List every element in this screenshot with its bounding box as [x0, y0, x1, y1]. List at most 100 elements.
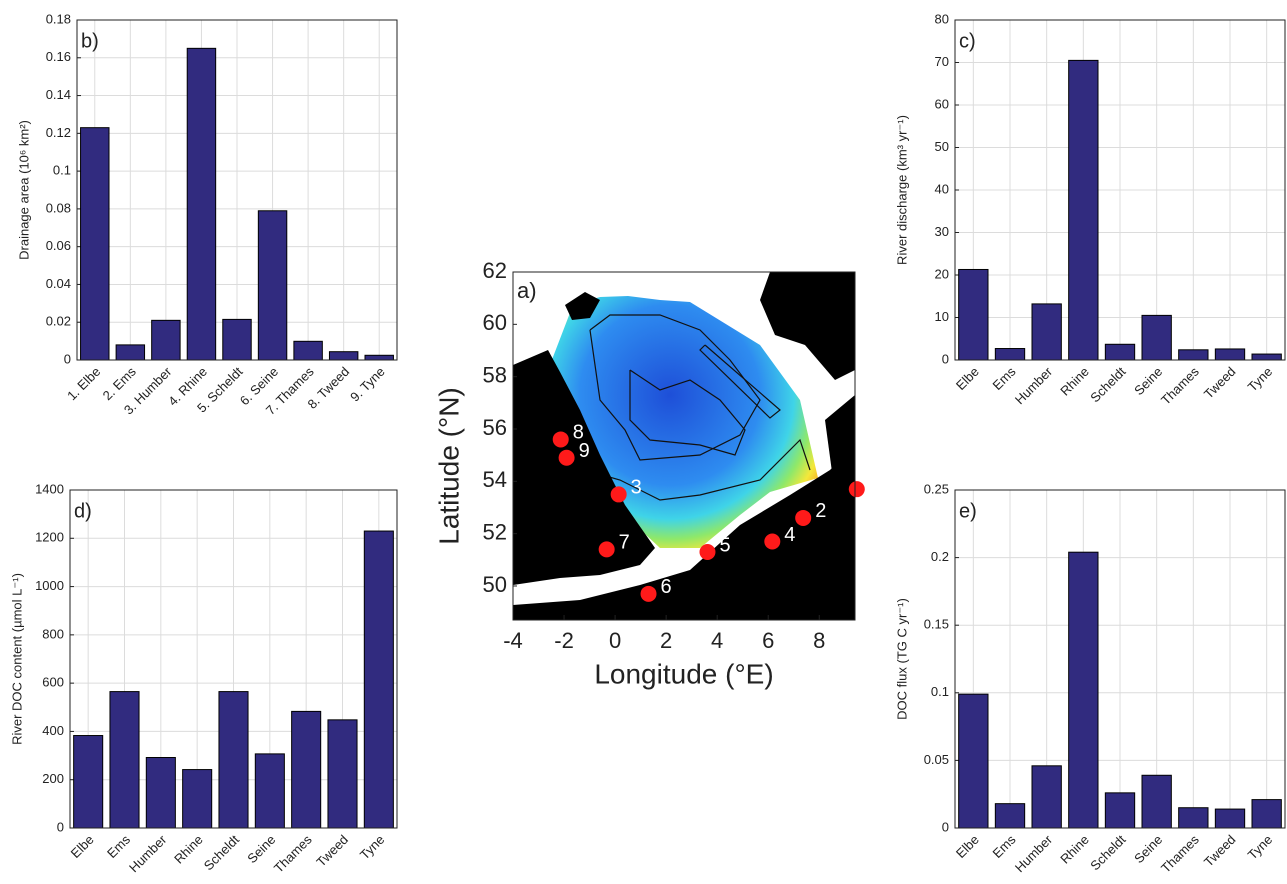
bar [182, 769, 213, 829]
x-tick-label: Tyne [357, 832, 388, 863]
panel-label: b) [81, 30, 99, 52]
point-label: 3 [631, 477, 642, 499]
plot-frame [954, 19, 1286, 361]
x-tick-label: Tweed [1201, 832, 1239, 870]
x-tick-label: Seine [244, 832, 278, 866]
x-tick-label: Rhine [1057, 832, 1092, 867]
x-tick-label: Thames [1158, 832, 1202, 876]
x-tick-label: 6 [762, 628, 774, 653]
sea-field [548, 296, 818, 548]
bar [1141, 774, 1172, 829]
y-tick-label: 200 [42, 771, 64, 786]
point-label: 2 [815, 500, 826, 522]
y-tick-label: 10 [935, 309, 949, 324]
y-tick-label: 52 [483, 519, 507, 544]
y-tick-label: 0.2 [931, 549, 949, 564]
y-tick-label: 0.15 [924, 617, 949, 632]
bar [186, 47, 217, 361]
river-mouth [598, 541, 615, 558]
axis-title: Drainage area (10⁶ km²) [16, 120, 31, 260]
x-tick-label: 8 [813, 628, 825, 653]
contour [584, 438, 811, 501]
y-tick-label: 0.04 [46, 276, 71, 291]
panel: 0 0.02 0.04 0.06 0.08 0.1 0.12 0.14 0.16 0.18 1. E… [16, 11, 398, 418]
panel-label: d) [74, 500, 92, 522]
land [825, 395, 855, 472]
bar [1068, 551, 1099, 829]
bar [328, 351, 359, 361]
x-tick-label: 2 [660, 628, 672, 653]
x-tick-label: Elbe [68, 832, 97, 861]
y-tick-label: 70 [935, 54, 949, 69]
y-tick-label: 0.16 [46, 49, 71, 64]
x-tick-label: Thames [271, 832, 315, 876]
land [513, 350, 655, 585]
bar [1104, 343, 1136, 361]
x-tick-label: 9. Tyne [347, 364, 388, 405]
axis-title: River DOC content (µmol L⁻¹) [9, 573, 24, 745]
y-tick-label: 0 [942, 819, 949, 834]
contour [699, 344, 781, 419]
river-mouth [558, 449, 575, 466]
y-tick-label: 0 [64, 351, 71, 366]
bar [293, 340, 323, 361]
point-label: 1 [869, 471, 880, 493]
y-tick-label: 800 [42, 626, 64, 641]
y-tick-label: 400 [42, 723, 64, 738]
y-tick-label: 60 [935, 96, 949, 111]
y-tick-label: 1000 [35, 578, 64, 593]
y-tick-label: 0 [57, 819, 64, 834]
y-tick-label: 0.25 [924, 481, 949, 496]
y-tick-label: 0.1 [53, 163, 71, 178]
y-tick-label: 0.08 [46, 200, 71, 215]
bar [291, 710, 322, 829]
x-tick-label: Tyne [1245, 364, 1276, 395]
x-tick-label: Ems [990, 364, 1019, 393]
x-tick-label: -2 [554, 628, 574, 653]
y-tick-label: 54 [483, 467, 507, 492]
map-background [513, 272, 855, 620]
bar [1214, 348, 1246, 361]
y-tick-label: 0.06 [46, 238, 71, 253]
y-tick-label: 0.12 [46, 125, 71, 140]
plot-frame [76, 19, 398, 361]
river-mouth [610, 486, 627, 503]
y-tick-label: 50 [935, 139, 949, 154]
bar [218, 691, 249, 829]
y-tick-label: 30 [935, 224, 949, 239]
bar [1251, 353, 1282, 361]
x-tick-label: Ems [990, 832, 1019, 861]
x-tick-label: Elbe [953, 832, 982, 861]
x-tick-label: Tweed [1201, 364, 1239, 402]
panel-label: e) [959, 500, 977, 522]
y-tick-label: 50 [483, 572, 507, 597]
bar [958, 693, 989, 829]
plot-frame [69, 489, 398, 829]
bar [1251, 799, 1282, 829]
x-tick-label: Rhine [1057, 364, 1092, 399]
y-tick-label: 1400 [35, 481, 64, 496]
x-tick-label: Scheldt [1087, 364, 1129, 406]
x-tick-label: -4 [503, 628, 523, 653]
bar [363, 530, 394, 829]
point-label: 8 [573, 422, 584, 444]
bar [115, 344, 146, 361]
bar [109, 691, 140, 829]
y-tick-label: 56 [483, 415, 507, 440]
y-tick-label: 58 [483, 362, 507, 387]
y-tick-label: 40 [935, 181, 949, 196]
x-tick-label: Rhine [171, 832, 206, 867]
x-tick-label: 1. Elbe [64, 364, 103, 403]
x-tick-label: Humber [1012, 831, 1056, 875]
x-tick-label: Thames [1158, 364, 1202, 408]
contour [629, 369, 746, 456]
bar [1104, 792, 1136, 829]
river-mouth [640, 585, 657, 602]
x-tick-label: Scheldt [201, 832, 243, 874]
y-tick-label: 600 [42, 675, 64, 690]
axis-title: Latitude (°N) [433, 387, 464, 545]
land [760, 272, 855, 380]
